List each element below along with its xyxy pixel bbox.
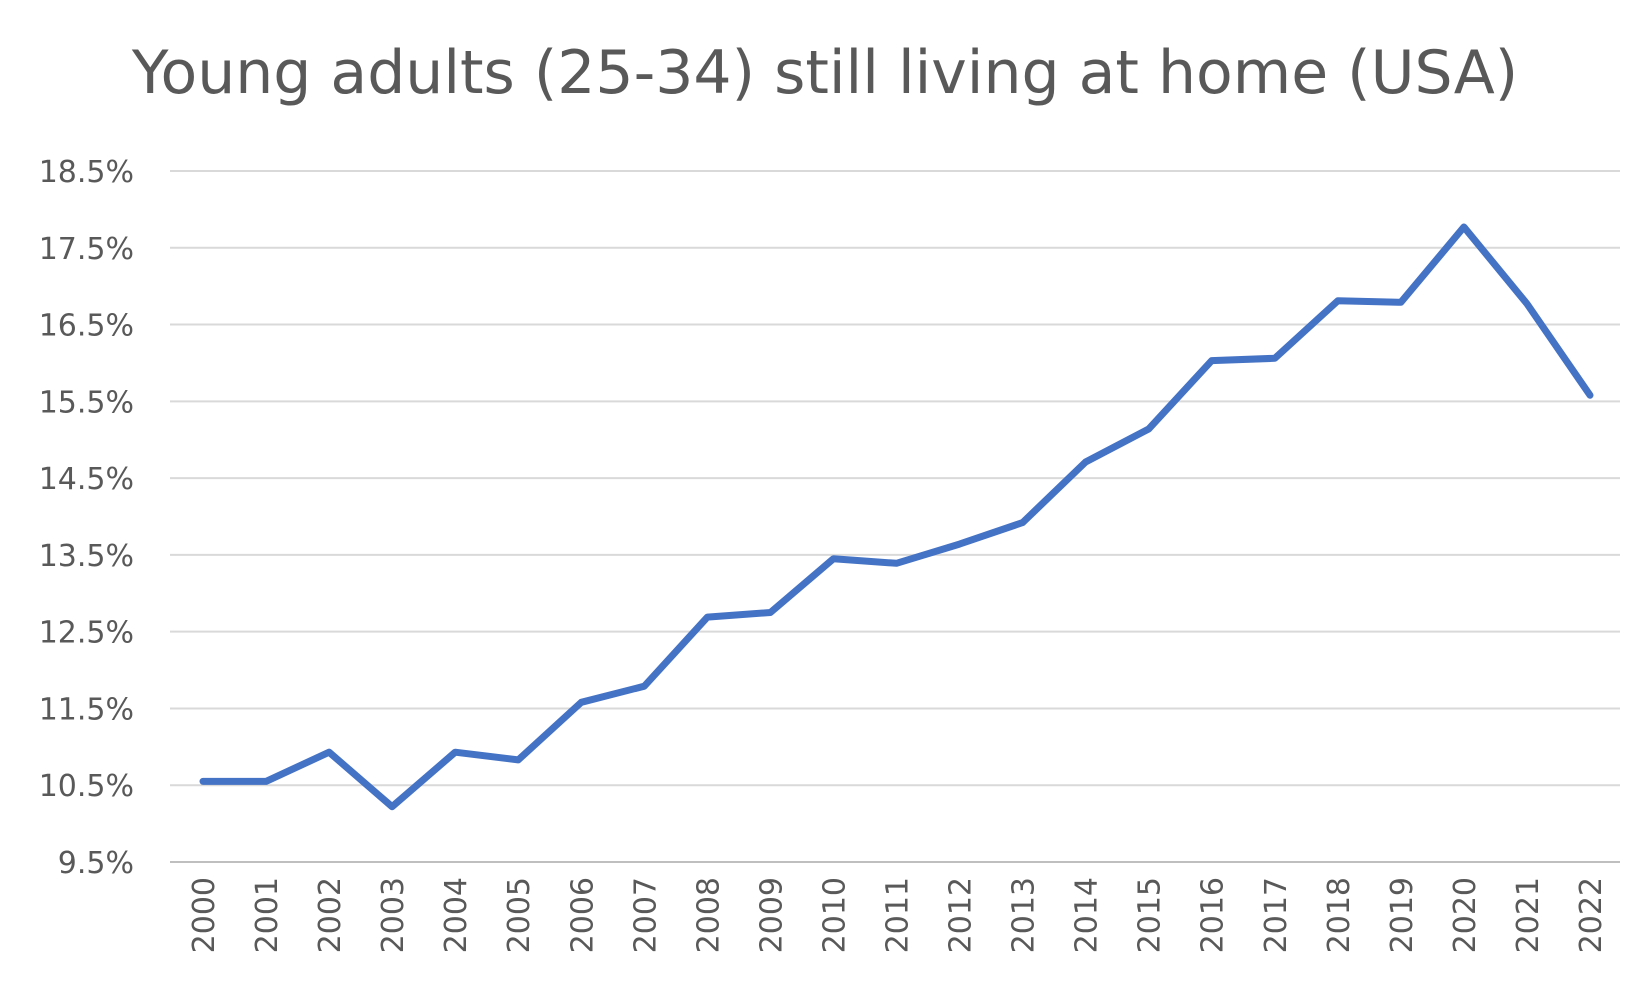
x-tick-label: 2008 [691,877,726,953]
x-tick-label: 2014 [1070,877,1105,953]
x-axis-tick-labels: 2000 2001 2002 2003 2004 2005 2006 2007 2008 2009… [187,877,1609,953]
x-tick-label: 2011 [881,877,916,953]
x-tick-label: 2000 [187,877,222,953]
y-tick-label: 12.5% [39,616,134,651]
y-tick-label: 15.5% [39,385,134,420]
y-tick-label: 9.5% [58,846,134,881]
y-tick-label: 10.5% [39,769,134,804]
x-tick-label: 2012 [944,877,979,953]
x-tick-label: 2022 [1574,877,1609,953]
x-tick-label: 2015 [1133,877,1168,953]
x-tick-label: 2017 [1259,877,1294,953]
x-tick-label: 2013 [1007,877,1042,953]
y-tick-label: 17.5% [39,232,134,267]
x-tick-label: 2018 [1322,877,1357,953]
y-tick-label: 13.5% [39,539,134,574]
x-tick-label: 2007 [628,877,663,953]
x-tick-label: 2020 [1448,877,1483,953]
x-tick-label: 2009 [754,877,789,953]
x-tick-label: 2010 [817,877,852,953]
y-tick-label: 14.5% [39,462,134,497]
x-tick-label: 2019 [1385,877,1420,953]
y-tick-label: 11.5% [39,692,134,727]
grid-lines [170,170,1620,863]
x-tick-label: 2003 [376,877,411,953]
x-tick-label: 2006 [565,877,600,953]
x-tick-label: 2002 [313,877,348,953]
x-tick-label: 2005 [502,877,537,953]
chart-title: Young adults (25-34) still living at hom… [131,38,1519,108]
y-tick-label: 18.5% [39,155,134,190]
x-tick-label: 2021 [1511,877,1546,953]
y-tick-label: 16.5% [39,309,134,344]
series-lines [199,223,1594,811]
y-axis-tick-labels: 9.5% 10.5% 11.5% 12.5% 13.5% 14.5% 15.5% 16.5% 1… [39,155,134,881]
x-tick-label: 2004 [439,877,474,953]
x-tick-label: 2001 [250,877,285,953]
x-tick-label: 2016 [1196,877,1231,953]
series-line [199,223,1594,811]
